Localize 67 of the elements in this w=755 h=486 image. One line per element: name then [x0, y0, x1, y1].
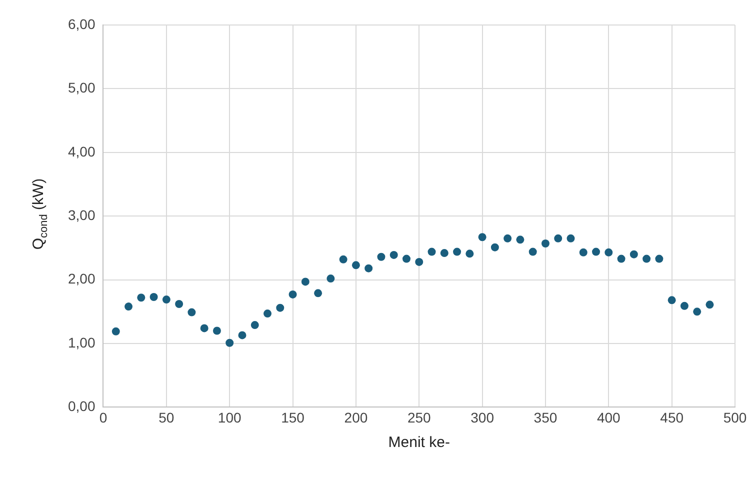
point: [453, 248, 462, 256]
x-tick-label: 400: [596, 409, 621, 426]
point: [428, 248, 436, 256]
point: [617, 254, 626, 263]
point: [364, 264, 373, 272]
point: [466, 250, 474, 258]
point: [188, 308, 196, 316]
x-tick-label: 450: [660, 409, 684, 426]
y-tick-label: 3,00: [68, 206, 96, 223]
point: [402, 254, 410, 263]
point: [541, 239, 550, 248]
point: [238, 331, 246, 340]
point: [226, 338, 234, 347]
point: [566, 234, 575, 242]
x-tick-label: 200: [344, 409, 368, 426]
y-tick-label: 1,00: [68, 334, 96, 350]
point: [137, 294, 146, 302]
point: [112, 327, 120, 336]
point: [440, 249, 448, 258]
point: [124, 302, 133, 311]
point: [162, 296, 170, 304]
point: [528, 248, 537, 256]
point: [377, 252, 386, 261]
point: [314, 289, 322, 298]
point: [680, 302, 688, 310]
x-tick-label: 350: [534, 409, 558, 426]
point: [516, 236, 524, 244]
y-tick-label: 6,00: [68, 16, 96, 32]
point: [150, 293, 158, 301]
x-tick-label: 150: [281, 409, 305, 426]
y-tick-label: 4,00: [68, 143, 96, 160]
point: [655, 254, 664, 263]
x-tick-label: 100: [218, 409, 242, 426]
x-tick-label: 300: [470, 409, 494, 426]
point: [504, 234, 512, 242]
point: [579, 248, 588, 256]
point: [390, 250, 398, 259]
x-tick-label: 500: [723, 409, 747, 426]
x-axis-title: Menit ke-: [388, 434, 450, 452]
point: [276, 304, 284, 312]
point: [604, 248, 613, 256]
point: [706, 300, 714, 309]
point: [668, 296, 676, 304]
x-tick-label: 50: [158, 409, 174, 426]
point: [200, 324, 208, 332]
y-tick-label: 2,00: [68, 270, 96, 287]
point: [175, 300, 184, 308]
point: [212, 326, 221, 335]
point: [693, 308, 702, 316]
x-tick-label: 250: [407, 409, 432, 426]
point: [288, 290, 297, 298]
point: [352, 261, 360, 270]
y-tick-label: 0,00: [68, 398, 96, 414]
point: [554, 234, 562, 242]
point: [642, 254, 651, 263]
point: [592, 248, 600, 256]
point: [264, 310, 272, 318]
point: [478, 233, 486, 242]
point: [326, 274, 335, 283]
point: [301, 278, 310, 286]
point: [250, 321, 259, 330]
point: [339, 255, 348, 264]
x-tick-label: 0: [99, 409, 108, 426]
point: [490, 243, 499, 252]
y-tick-label: 5,00: [68, 80, 96, 96]
point: [630, 250, 638, 258]
point: [415, 258, 424, 266]
